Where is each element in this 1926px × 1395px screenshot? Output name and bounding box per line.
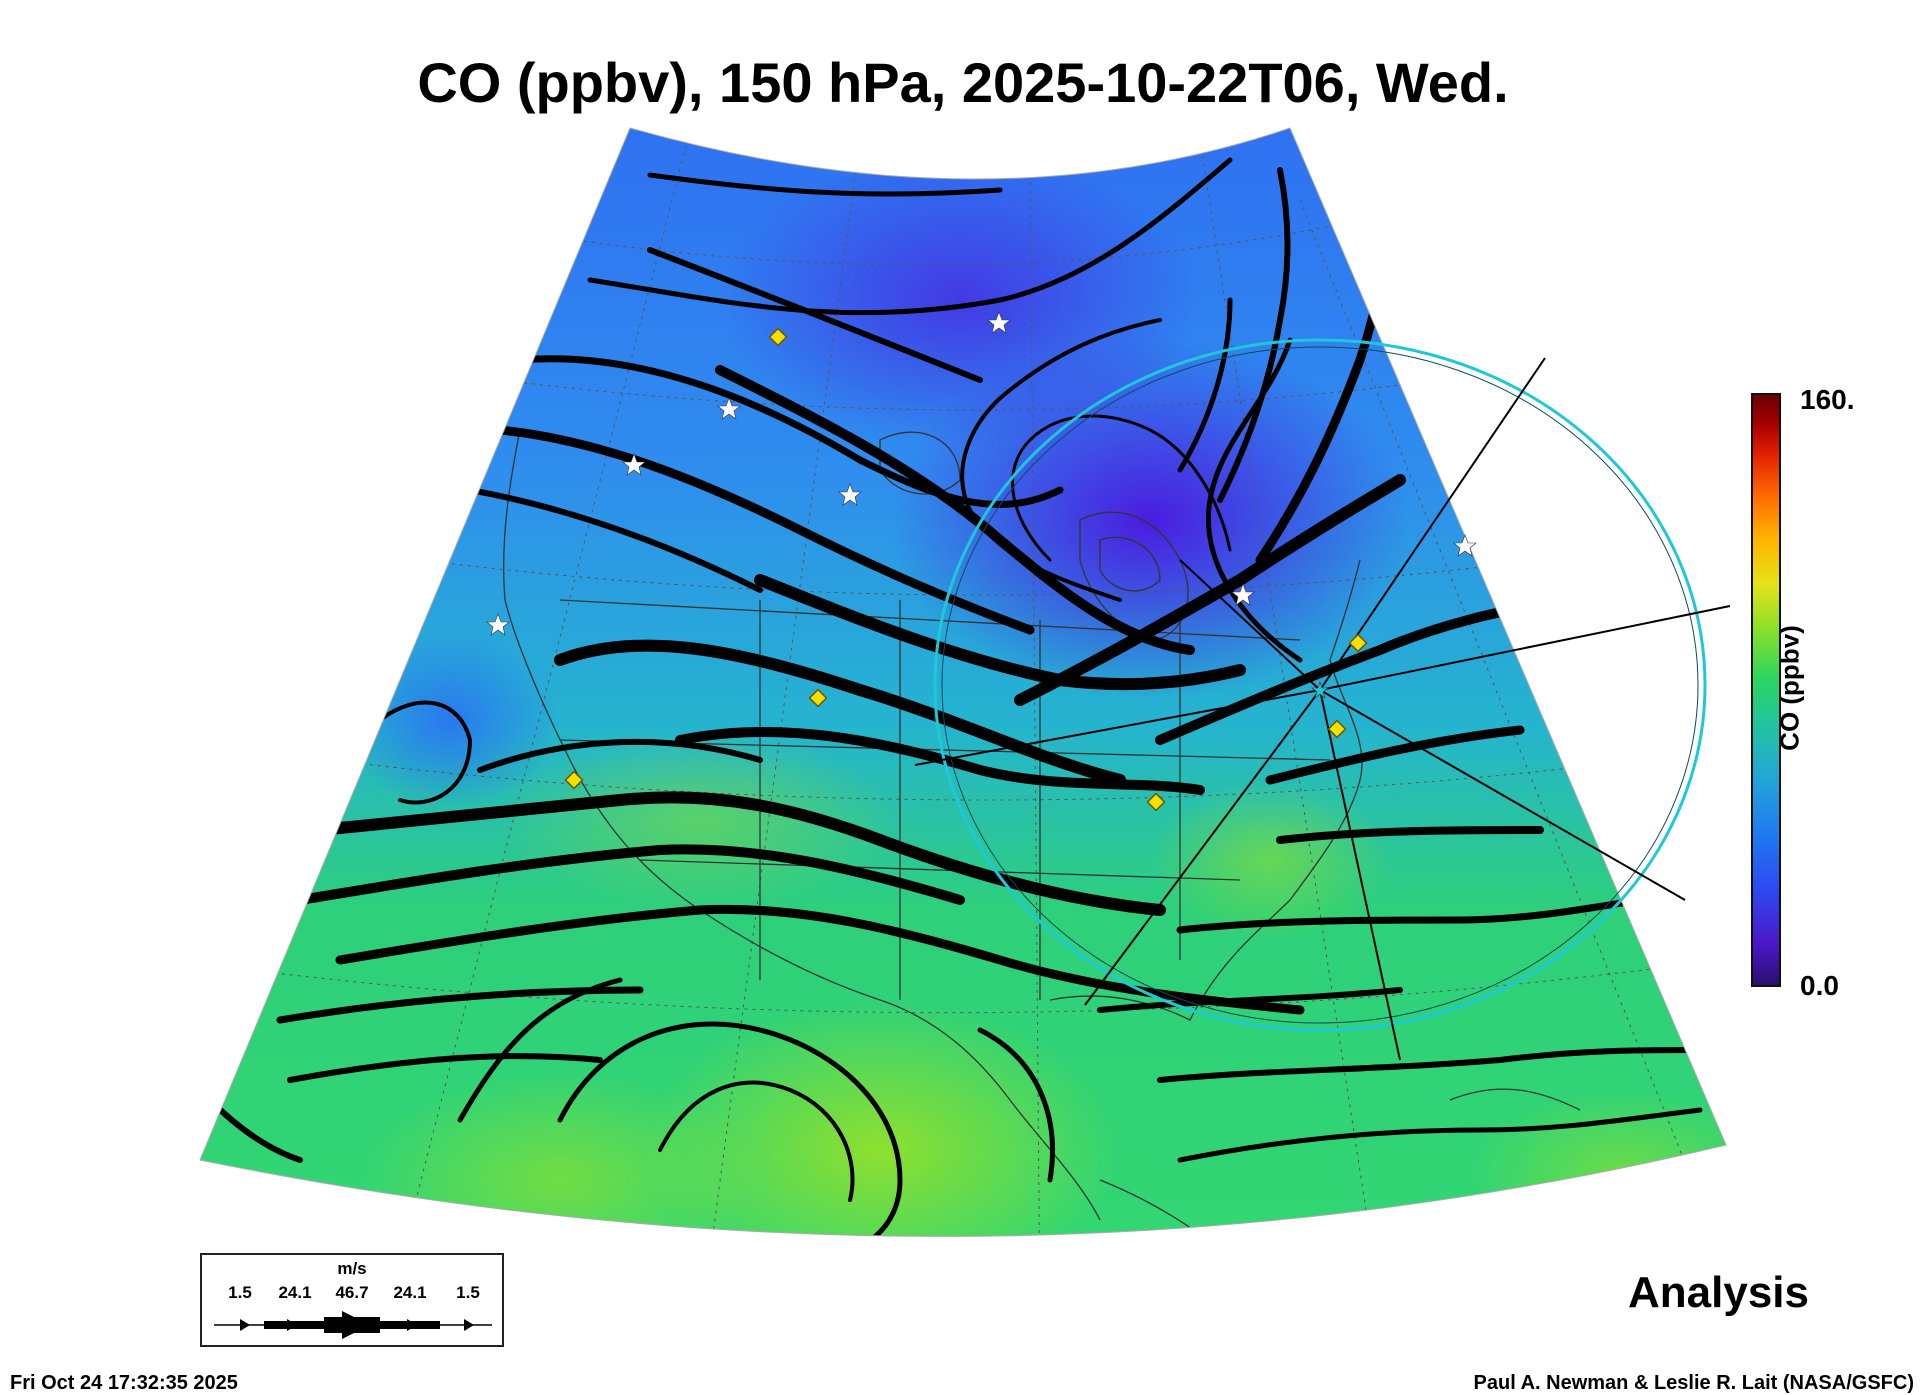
footer-credit: Paul A. Newman & Leslie R. Lait (NASA/GS… bbox=[1473, 1372, 1914, 1394]
star-marker bbox=[1311, 681, 1329, 699]
station-diamond bbox=[1146, 792, 1166, 812]
star-marker bbox=[622, 453, 646, 476]
wind-legend-value: 1.5 bbox=[456, 1283, 480, 1302]
star-marker bbox=[486, 613, 510, 636]
station-diamond bbox=[1348, 633, 1368, 653]
map-boundary bbox=[199, 127, 1727, 1237]
wind-legend: m/s 1.5 24.1 46.7 24.1 1.5 bbox=[200, 1253, 504, 1347]
star-marker bbox=[717, 397, 741, 420]
wind-legend-value: 1.5 bbox=[228, 1283, 252, 1302]
colorbar-min-label: 0.0 bbox=[1800, 970, 1839, 1001]
star-marker bbox=[838, 483, 862, 506]
star-marker bbox=[1453, 534, 1477, 557]
station-markers bbox=[564, 327, 1368, 812]
star-marker bbox=[1231, 583, 1255, 606]
station-diamond bbox=[564, 770, 584, 790]
wind-legend-value: 24.1 bbox=[393, 1283, 427, 1302]
wind-legend-unit: m/s bbox=[337, 1259, 367, 1278]
station-diamond bbox=[808, 688, 828, 708]
page-title: CO (ppbv), 150 hPa, 2025-10-22T06, Wed. bbox=[417, 51, 1509, 114]
station-diamond bbox=[1327, 719, 1347, 739]
colorbar bbox=[1751, 393, 1781, 987]
range-ring bbox=[914, 338, 1731, 1061]
colorbar-title: CO (ppbv) bbox=[1774, 625, 1805, 751]
product-label: Analysis bbox=[1628, 1268, 1809, 1317]
wind-legend-value: 24.1 bbox=[278, 1283, 312, 1302]
star-marker bbox=[987, 311, 1011, 334]
co-field bbox=[200, 128, 1726, 1237]
star-markers bbox=[486, 311, 1477, 699]
wind-legend-arrow bbox=[214, 1311, 492, 1339]
colorbar-max-label: 160. bbox=[1800, 384, 1855, 415]
wind-legend-value: 46.7 bbox=[335, 1283, 369, 1302]
station-diamond bbox=[768, 327, 788, 347]
footer-timestamp: Fri Oct 24 17:32:35 2025 bbox=[10, 1372, 238, 1394]
